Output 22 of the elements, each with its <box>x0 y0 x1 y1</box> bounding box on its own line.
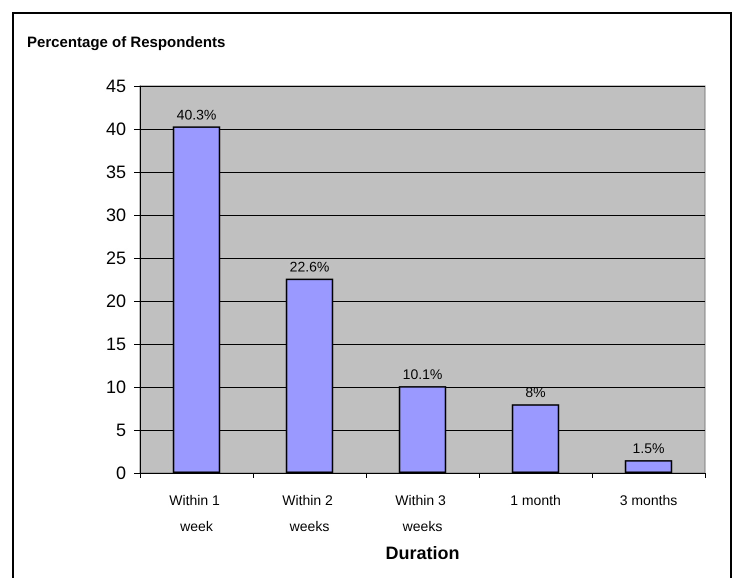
y-tick-label: 35 <box>106 162 126 182</box>
y-tick-label: 40 <box>106 119 126 139</box>
y-tick-label: 10 <box>106 377 126 397</box>
data-label: 22.6% <box>290 258 330 275</box>
data-label: 10.1% <box>402 366 442 382</box>
x-tick-label: 1 month <box>510 492 561 508</box>
y-tick-label: 30 <box>106 205 126 225</box>
y-tick-label: 5 <box>116 420 126 440</box>
y-tick-label: 15 <box>106 334 126 354</box>
y-tick-label: 45 <box>106 76 126 96</box>
x-tick-label: Within 3 weeks <box>395 492 450 534</box>
x-tick-label: Within 2 weeks <box>282 492 337 534</box>
y-tick-label: 20 <box>106 291 126 311</box>
data-label: 40.3% <box>176 106 216 122</box>
bar <box>624 460 672 473</box>
data-label: 1.5% <box>632 440 664 456</box>
x-axis-title: Duration <box>386 542 460 563</box>
x-tick-label: 3 months <box>620 492 678 508</box>
chart-title: Percentage of Respondents <box>27 34 226 51</box>
y-tick-label: 0 <box>116 463 126 483</box>
y-tick-label: 25 <box>106 248 126 268</box>
x-tick-label: Within 1 week <box>169 492 224 534</box>
